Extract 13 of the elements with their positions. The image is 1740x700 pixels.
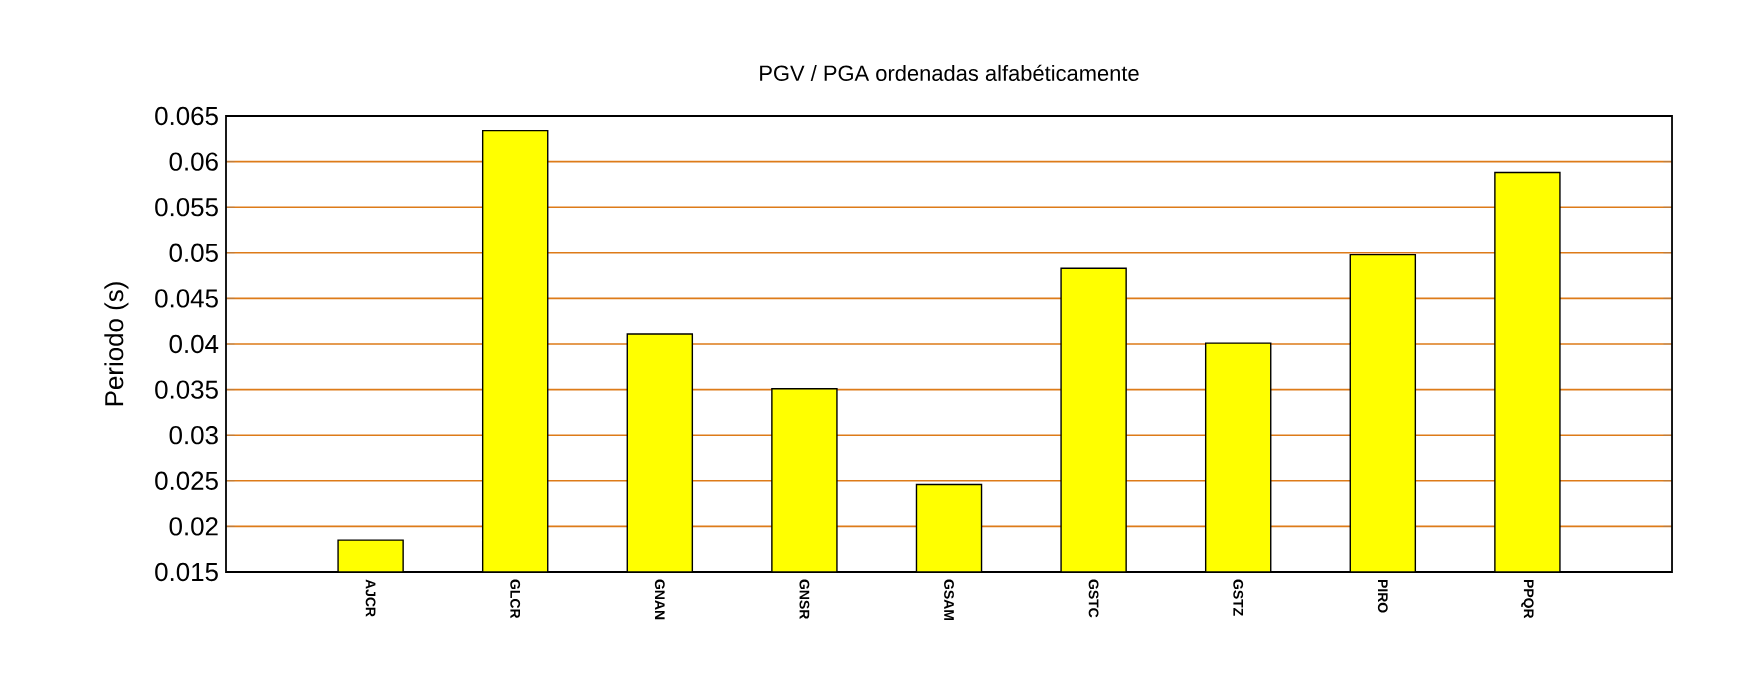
y-axis-title: Periodo (s): [104, 282, 129, 406]
y-tick-label: 0.035: [155, 380, 218, 399]
y-tick-label: 0.02: [169, 517, 218, 536]
y-tick-label: 0.025: [155, 471, 218, 490]
y-tick-label: 0.045: [155, 289, 218, 308]
y-tick-label: 0.055: [155, 198, 218, 217]
y-tick-label: 0.065: [155, 106, 218, 126]
y-tick-label: 0.03: [169, 426, 218, 445]
y-tick-label: 0.015: [155, 562, 218, 582]
chart-title: PGV / PGA ordenadas alfabéticamente: [760, 64, 1139, 82]
y-tick-label: 0.06: [169, 152, 218, 171]
y-tick-label: 0.05: [169, 243, 218, 262]
y-tick-label: 0.04: [169, 334, 219, 354]
